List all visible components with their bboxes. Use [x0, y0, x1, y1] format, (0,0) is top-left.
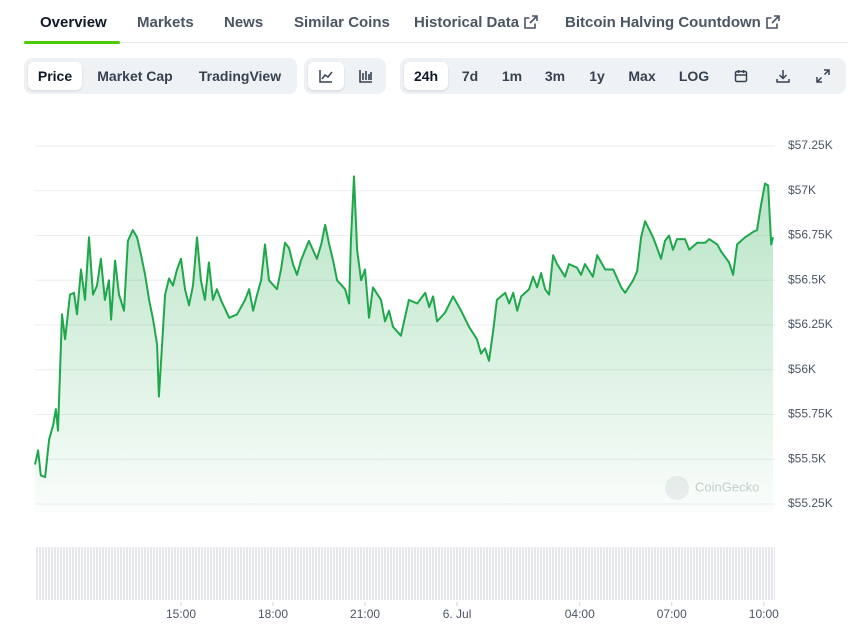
area-fill [35, 176, 773, 512]
tab[interactable]: Bitcoin Halving Countdown [565, 14, 780, 31]
tab[interactable]: Historical Data [414, 14, 538, 31]
toggle-button[interactable]: TradingView [198, 68, 282, 84]
x-tick-label: 21:00 [350, 607, 380, 621]
line-icon [319, 70, 333, 83]
x-tick-label: 6. Jul [443, 607, 472, 621]
y-tick-label: $55.25K [788, 496, 833, 510]
x-tick-label: 10:00 [749, 607, 779, 621]
chart-style-toggle [304, 58, 386, 94]
range-button[interactable]: Max [628, 68, 656, 84]
fullscreen-button[interactable] [808, 62, 838, 90]
x-tick-label: 07:00 [657, 607, 687, 621]
tab-underline [24, 41, 120, 44]
metric-toggle: Price Market Cap TradingView [24, 58, 297, 94]
y-tick-label: $56.25K [788, 317, 833, 331]
calendar-button[interactable] [726, 62, 756, 90]
range-button[interactable]: 24h [404, 62, 448, 90]
y-tick-label: $57K [788, 183, 816, 197]
external-link-icon [524, 15, 538, 29]
y-tick-label: $55.75K [788, 407, 833, 421]
y-tick-label: $56.75K [788, 228, 833, 242]
range-button[interactable]: 7d [461, 68, 479, 84]
download-button[interactable] [768, 62, 798, 90]
range-button[interactable]: 3m [544, 68, 566, 84]
download-icon [776, 70, 790, 83]
watermark: CoinGecko [665, 476, 759, 500]
tab[interactable]: Similar Coins [294, 14, 390, 31]
volume-bars [35, 547, 775, 600]
candle-chart-button[interactable] [348, 62, 384, 90]
range-button[interactable]: 1y [589, 68, 605, 84]
calendar-icon [734, 70, 748, 83]
x-tick-label: 04:00 [565, 607, 595, 621]
tab-divider [24, 42, 848, 43]
line-chart-button[interactable] [308, 62, 344, 90]
watermark-text: CoinGecko [695, 479, 759, 494]
tab-label: Bitcoin Halving Countdown [565, 14, 761, 31]
expand-icon [816, 69, 830, 83]
tab[interactable]: Markets [137, 14, 194, 31]
tab[interactable]: Overview [40, 14, 107, 31]
y-tick-label: $57.25K [788, 138, 833, 152]
y-tick-label: $55.5K [788, 451, 826, 465]
y-tick-label: $56.5K [788, 272, 826, 286]
tab-label: Historical Data [414, 14, 520, 31]
tab[interactable]: News [224, 14, 264, 31]
external-link-icon [766, 15, 780, 29]
price-line [34, 175, 774, 479]
range-toggle: 24h 7d 1m 3m 1y Max LOG [400, 58, 846, 94]
y-tick-label: $56K [788, 362, 816, 376]
toggle-button[interactable]: Price [28, 62, 82, 90]
x-tick-label: 15:00 [166, 607, 196, 621]
candle-icon [359, 70, 372, 83]
toggle-button[interactable]: Market Cap [97, 68, 173, 84]
range-button[interactable]: 1m [501, 68, 523, 84]
range-button[interactable]: LOG [678, 68, 710, 84]
x-tick-label: 18:00 [258, 607, 288, 621]
